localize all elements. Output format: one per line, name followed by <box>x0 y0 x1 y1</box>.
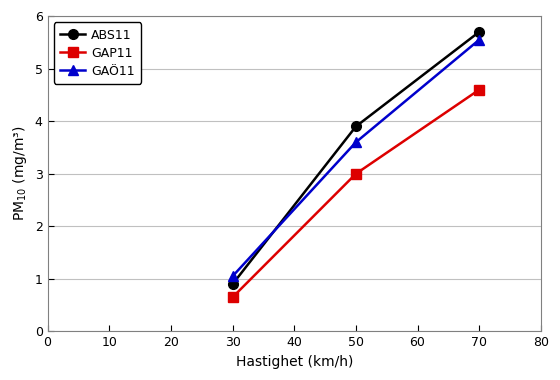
GAP11 <box>352 171 359 176</box>
Line: ABS11: ABS11 <box>228 27 484 289</box>
X-axis label: Hastighet (km/h): Hastighet (km/h) <box>236 355 353 369</box>
ABS11 <box>352 124 359 129</box>
Legend: ABS11, GAP11, GAÖ11: ABS11, GAP11, GAÖ11 <box>54 22 141 84</box>
Line: GAÖ11: GAÖ11 <box>228 35 484 281</box>
GAÖ11 <box>229 274 236 279</box>
GAP11 <box>476 87 483 92</box>
GAÖ11 <box>476 38 483 42</box>
GAÖ11 <box>352 140 359 144</box>
Line: GAP11: GAP11 <box>228 85 484 302</box>
GAP11 <box>229 295 236 299</box>
ABS11 <box>476 30 483 34</box>
Y-axis label: $\mathregular{PM_{10}}$ (mg/m³): $\mathregular{PM_{10}}$ (mg/m³) <box>11 126 29 222</box>
ABS11 <box>229 282 236 287</box>
